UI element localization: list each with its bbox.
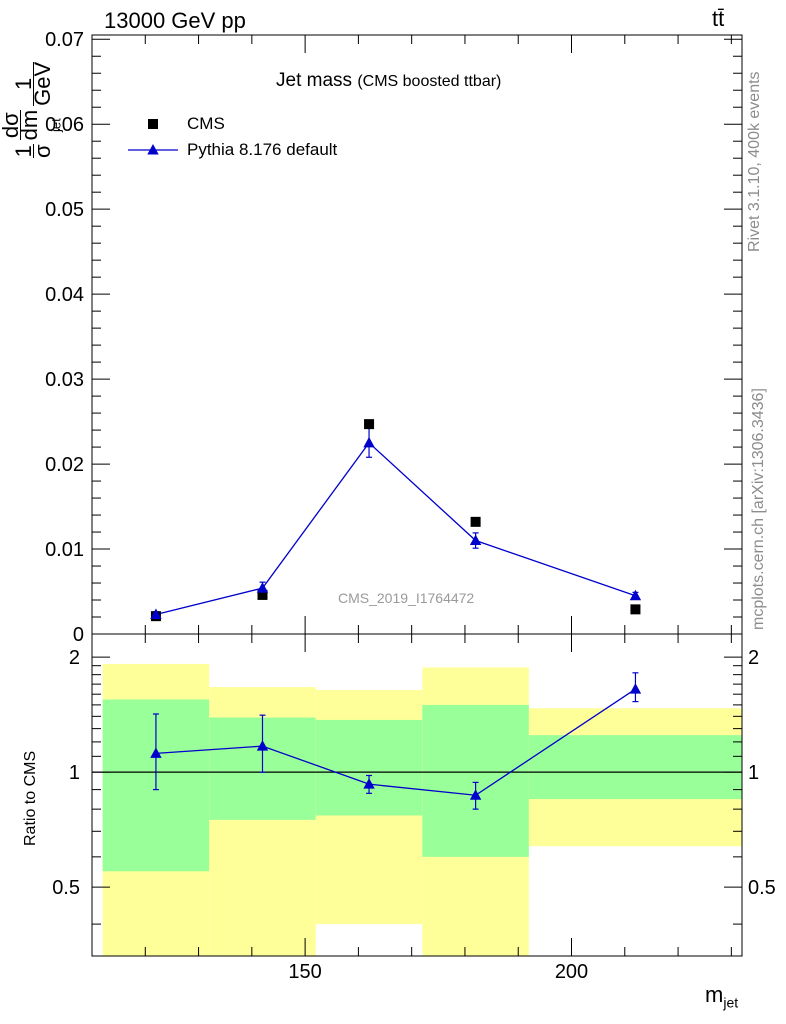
ratio-pythia-point	[150, 747, 162, 758]
analysis-id: CMS_2019_I1764472	[338, 590, 475, 606]
ratio-pythia-point	[256, 740, 269, 751]
cms-point	[257, 589, 268, 600]
cms-point	[470, 516, 481, 527]
ratio-pythia-point	[629, 683, 642, 694]
y-tick-label: 0.07	[45, 29, 84, 51]
x-tick-label: 150	[288, 961, 321, 983]
y-tick-label: 0.03	[45, 369, 84, 391]
y-tick-label: 0	[73, 624, 84, 646]
ratio-frame-rect	[91, 633, 743, 957]
x-axis-label-sub: jet	[723, 994, 739, 1011]
y-tick-label: 0.06	[45, 114, 84, 136]
ratio-pythia-point	[469, 789, 482, 800]
x-tick-label: 200	[555, 961, 588, 983]
legend-label-pythia: Pythia 8.176 default	[187, 140, 338, 159]
y-label-unit-den: GeV	[30, 61, 56, 106]
pythia-point	[150, 608, 162, 619]
y-label-norm: 1 σ	[11, 144, 56, 158]
ratio-pythia-point	[363, 778, 375, 789]
ratio-tick-label-right: 1	[748, 762, 759, 784]
rivet-version-label: Rivet 3.1.10, 400k events	[746, 71, 763, 252]
x-axis-label: mjet	[705, 982, 738, 1010]
y-label-norm-den: σ	[30, 144, 56, 158]
pythia-point	[256, 582, 269, 593]
plot-subtitle: (CMS boosted ttbar)	[357, 73, 502, 90]
ratio-panel-frame	[91, 633, 743, 957]
band-inner-4	[528, 735, 742, 800]
plot-title-main: Jet mass	[276, 70, 353, 91]
ratio-y-ticks: 0.5 0.5 1 1 2 2	[52, 647, 776, 925]
y-tick-label: 0.01	[45, 539, 84, 561]
y-label-diff-sub: jet	[48, 118, 64, 133]
pythia-point	[469, 534, 482, 546]
cms-point	[364, 419, 375, 430]
legend-marker-pythia	[147, 144, 159, 155]
ratio-tick-label-right: 2	[748, 647, 759, 669]
ratio-tick-label-left: 2	[69, 647, 80, 669]
main-y-ticks: 0 0.01 0.02 0.03 0.04 0.05 0.06 0.07	[45, 29, 742, 646]
pythia-point	[363, 436, 375, 448]
y-label-diff-den-text: dm	[17, 109, 42, 141]
y-label-unit: 1 GeV	[11, 61, 56, 106]
plot-title: Jet mass (CMS boosted ttbar)	[276, 70, 501, 92]
process-label: tt̄	[712, 6, 725, 31]
legend-label-cms: CMS	[187, 114, 225, 133]
mcplots-label: mcplots.cern.ch [arXiv:1306.3436]	[750, 388, 767, 630]
legend-markers	[128, 119, 178, 155]
ratio-tick-label-left: 1	[69, 762, 80, 784]
x-axis-label-text: m	[705, 982, 724, 1007]
main-y-axis-label: 1 σ dσ dm jet 1 GeV	[0, 58, 65, 158]
ratio-uncertainty-bands	[102, 663, 742, 956]
legend-marker-cms	[148, 119, 158, 129]
pythia-point	[629, 589, 642, 601]
main-x-ticks	[91, 35, 732, 634]
ratio-y-axis-label: Ratio to CMS	[22, 750, 39, 846]
y-tick-label: 0.04	[45, 284, 84, 306]
band-inner-2	[315, 719, 423, 816]
ratio-series	[92, 672, 742, 810]
cms-point	[630, 604, 641, 615]
y-tick-label: 0.02	[45, 454, 84, 476]
band-inner-3	[422, 704, 529, 857]
energy-label: 13000 GeV pp	[104, 8, 246, 33]
main-series	[150, 419, 642, 622]
ratio-tick-label-left: 0.5	[52, 877, 80, 899]
y-tick-label: 0.05	[45, 199, 84, 221]
ratio-tick-label-right: 0.5	[748, 877, 776, 899]
y-label-diff-den: dm jet	[17, 109, 65, 141]
pythia-line	[155, 441, 636, 616]
ratio-x-ticks: 150 200	[91, 634, 732, 983]
y-label-diff: dσ dm jet	[0, 109, 65, 141]
